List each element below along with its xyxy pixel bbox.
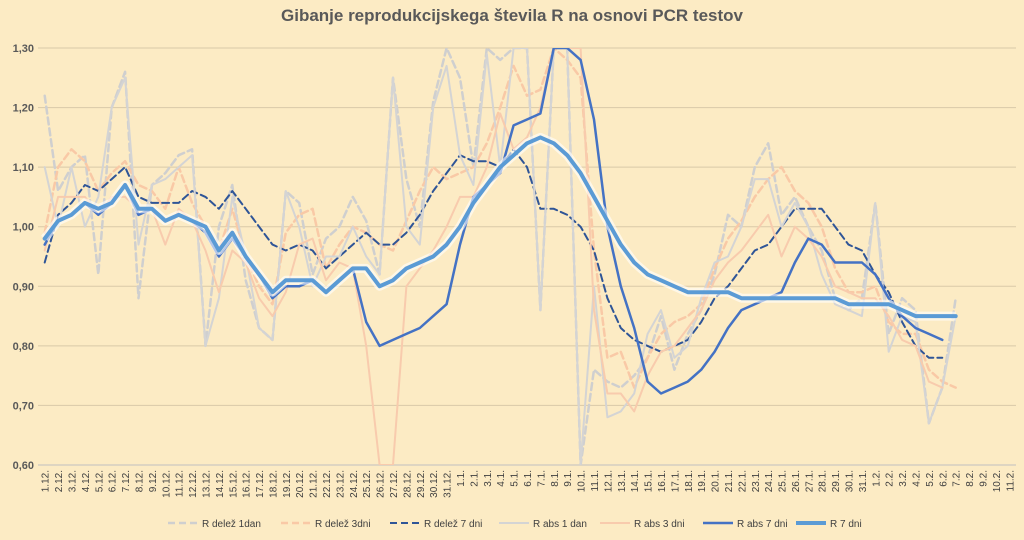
y-tick-label: 0,70: [13, 400, 34, 412]
x-tick-label: 4.1.: [496, 470, 507, 487]
legend-label: R delež 7 dni: [424, 519, 482, 530]
x-tick-label: 6.1.: [523, 470, 534, 487]
x-tick-label: 10.1.: [577, 470, 588, 492]
y-tick-label: 1,10: [13, 162, 34, 174]
x-tick-label: 16.12.: [242, 470, 253, 498]
x-tick-label: 4.2.: [912, 470, 923, 487]
x-tick-label: 1.2.: [871, 470, 882, 487]
x-tick-label: 23.12.: [335, 470, 346, 498]
x-tick-label: 11.12.: [175, 470, 186, 497]
x-tick-label: 11.2.: [1005, 470, 1016, 492]
x-tick-label: 31.1.: [858, 470, 869, 492]
x-tick-label: 12.12.: [188, 470, 199, 498]
y-tick-label: 0,90: [13, 281, 34, 293]
x-tick-label: 24.1.: [764, 470, 775, 492]
series-line-3: [43, 48, 957, 465]
y-tick-label: 1,00: [13, 222, 34, 234]
x-tick-label: 31.12.: [443, 470, 454, 498]
x-tick-label: 12.1.: [603, 470, 614, 492]
x-tick-label: 22.1.: [737, 470, 748, 492]
x-tick-label: 21.1.: [724, 470, 735, 492]
x-tick-label: 24.12.: [349, 470, 360, 498]
x-tick-label: 4.12.: [81, 470, 92, 492]
x-tick-label: 25.12.: [362, 470, 373, 498]
x-tick-label: 30.1.: [845, 470, 856, 492]
x-tick-label: 15.1.: [644, 470, 655, 492]
x-tick-label: 3.1.: [483, 470, 494, 487]
x-tick-label: 8.12.: [134, 470, 145, 492]
x-tick-label: 10.12.: [161, 470, 172, 498]
x-tick-label: 28.1.: [818, 470, 829, 492]
chart-title: Gibanje reprodukcijskega števila R na os…: [281, 6, 743, 25]
x-tick-label: 11.1.: [590, 470, 601, 492]
y-tick-label: 1,20: [13, 103, 34, 115]
x-tick-label: 18.12.: [268, 470, 279, 498]
x-tick-label: 13.1.: [617, 470, 628, 492]
x-tick-label: 2.2.: [885, 470, 896, 487]
legend-label: R 7 dni: [830, 519, 862, 530]
x-tick-label: 20.12.: [295, 470, 306, 498]
x-tick-label: 7.12.: [121, 470, 132, 492]
x-tick-label: 5.2.: [925, 470, 936, 487]
x-tick-label: 27.1.: [804, 470, 815, 492]
x-tick-label: 28.12.: [402, 470, 413, 498]
x-tick-label: 14.1.: [630, 470, 641, 492]
x-tick-label: 10.2.: [992, 470, 1003, 492]
x-tick-label: 25.1.: [778, 470, 789, 492]
x-tick-label: 17.12.: [255, 470, 266, 498]
x-tick-label: 26.1.: [791, 470, 802, 492]
x-tick-label: 1.12.: [41, 470, 52, 492]
x-tick-label: 18.1.: [684, 470, 695, 492]
x-tick-label: 3.2.: [898, 470, 909, 487]
x-tick-label: 30.12.: [429, 470, 440, 498]
x-tick-label: 2.1.: [469, 470, 480, 487]
y-tick-label: 0,60: [13, 460, 34, 472]
x-tick-label: 17.1.: [670, 470, 681, 492]
x-tick-label: 6.12.: [108, 470, 119, 492]
x-tick-label: 20.1.: [711, 470, 722, 492]
x-tick-label: 19.12.: [282, 470, 293, 498]
x-tick-label: 15.12.: [228, 470, 239, 498]
series-line-6: [42, 135, 958, 319]
x-tick-label: 29.1.: [831, 470, 842, 492]
x-tick-label: 29.12.: [416, 470, 427, 498]
series-line-5: [43, 48, 944, 395]
x-tick-label: 16.1.: [657, 470, 668, 492]
x-tick-label: 23.1.: [751, 470, 762, 492]
x-tick-label: 7.2.: [952, 470, 963, 487]
x-tick-label: 6.2.: [938, 470, 949, 487]
x-tick-label: 8.2.: [965, 470, 976, 487]
x-tick-label: 9.12.: [148, 470, 159, 492]
x-tick-label: 1.1.: [456, 470, 467, 487]
series-line-0: [43, 48, 957, 465]
y-tick-label: 0,80: [13, 341, 34, 353]
x-tick-label: 22.12.: [322, 470, 333, 498]
x-tick-label: 14.12.: [215, 470, 226, 498]
x-tick-label: 5.1.: [510, 470, 521, 487]
x-tick-label: 2.12.: [54, 470, 65, 492]
x-tick-label: 5.12.: [94, 470, 105, 492]
legend-label: R delež 3dni: [315, 519, 371, 530]
x-tick-label: 3.12.: [67, 470, 78, 492]
x-tick-label: 9.1.: [563, 470, 574, 487]
x-tick-label: 7.1.: [536, 470, 547, 487]
x-tick-label: 13.12.: [201, 470, 212, 498]
x-tick-label: 27.12.: [389, 470, 400, 498]
legend-label: R abs 3 dni: [634, 519, 685, 530]
x-tick-label: 9.2.: [979, 470, 990, 487]
x-tick-label: 19.1.: [697, 470, 708, 492]
x-tick-label: 26.12.: [376, 470, 387, 498]
x-tick-label: 21.12.: [309, 470, 320, 498]
legend-label: R delež 1dan: [202, 519, 261, 530]
y-tick-label: 1,30: [13, 43, 34, 55]
legend-label: R abs 1 dan: [533, 519, 587, 530]
x-tick-label: 8.1.: [550, 470, 561, 487]
legend-label: R abs 7 dni: [737, 519, 788, 530]
